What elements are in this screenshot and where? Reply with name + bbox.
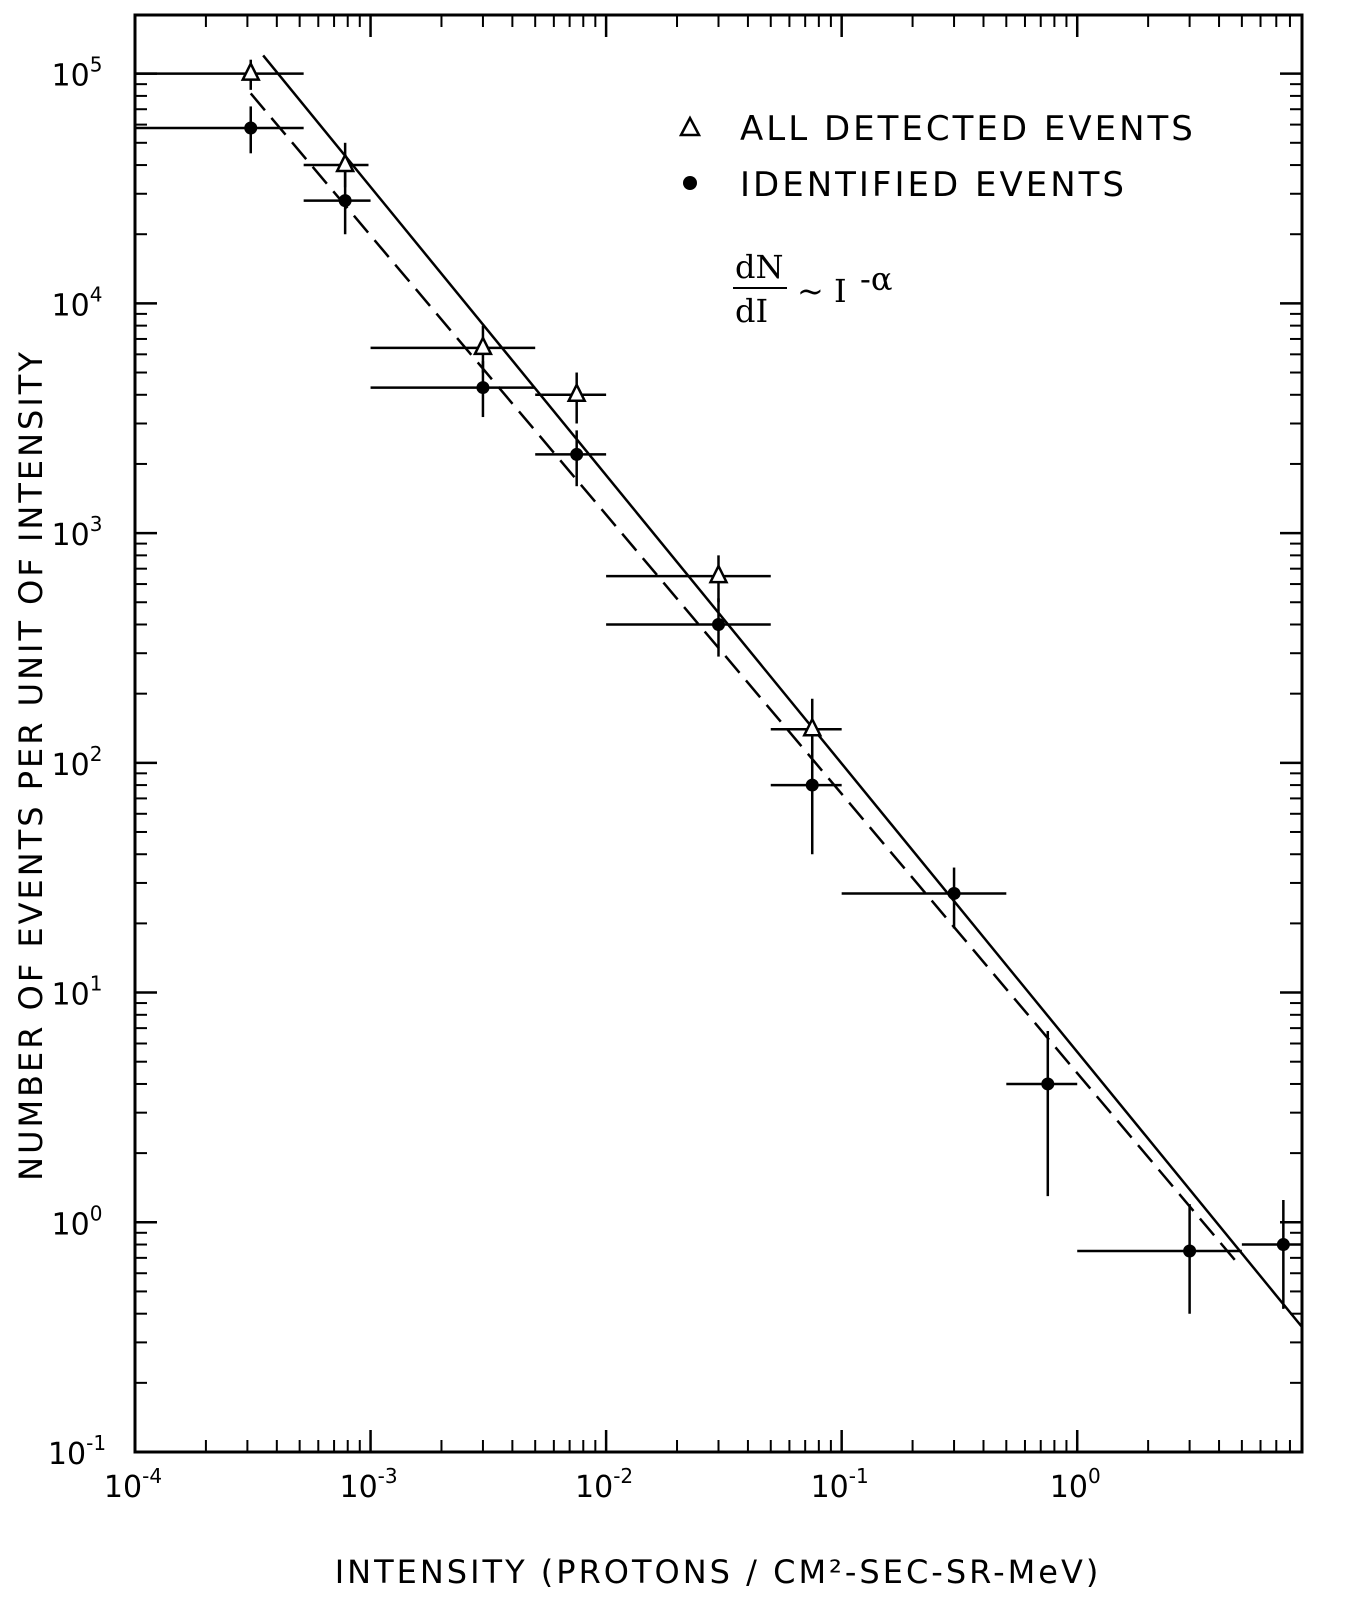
- legend-label-all-detected: ALL DETECTED EVENTS: [740, 109, 1196, 149]
- y-tick-label: 10-1: [48, 1431, 106, 1472]
- data-point-triangle: [708, 563, 729, 584]
- formula-denominator: dI: [735, 292, 768, 330]
- plot-frame: [133, 13, 1304, 1454]
- y-tick-label: 100: [52, 1201, 103, 1242]
- data-point-circle: [476, 381, 490, 395]
- legend-triangle-marker: [678, 115, 702, 137]
- data-point-circle: [805, 778, 819, 792]
- formula-numerator: dN: [735, 248, 783, 286]
- y-tick-label: 103: [52, 512, 103, 553]
- data-point-circle: [1183, 1244, 1197, 1258]
- data-point-circle: [947, 886, 961, 900]
- data-point-circle: [1276, 1238, 1290, 1252]
- data-point-circle: [244, 121, 258, 135]
- x-tick-label: 10-3: [339, 1464, 397, 1505]
- legend-label-identified: IDENTIFIED EVENTS: [740, 165, 1127, 205]
- y-tick-label: 104: [52, 282, 103, 323]
- data-point-triangle: [240, 60, 261, 81]
- y-axis-title: NUMBER OF EVENTS PER UNIT OF INTENSITY: [12, 349, 50, 1181]
- data-point-circle: [570, 447, 584, 461]
- y-tick-label: 105: [52, 53, 103, 94]
- x-tick-label: 100: [1050, 1464, 1101, 1505]
- data-point-triangle: [472, 335, 493, 356]
- power-law-annotation: dN dI ~ I -α: [733, 248, 892, 330]
- formula-relation: ~ I: [797, 272, 847, 310]
- y-tick-label: 101: [52, 972, 103, 1013]
- x-tick-label: 10-2: [575, 1464, 633, 1505]
- y-tick-label: 102: [52, 742, 103, 783]
- legend-circle-marker: [683, 176, 697, 190]
- x-tick-label: 10-4: [104, 1464, 162, 1505]
- legend: ALL DETECTED EVENTS IDENTIFIED EVENTS: [678, 109, 1196, 205]
- fit-line-all-detected: [262, 54, 1303, 1328]
- data-point-triangle: [566, 381, 587, 403]
- data-point-triangle: [802, 716, 823, 737]
- data-point-circle: [1041, 1077, 1055, 1091]
- data-point-circle: [338, 194, 352, 208]
- x-axis-title: INTENSITY (PROTONS / CM²-SEC-SR-MeV): [335, 1553, 1102, 1591]
- x-tick-label: 10-1: [811, 1464, 869, 1505]
- formula-exponent: -α: [860, 260, 892, 298]
- data-point-circle: [712, 618, 725, 632]
